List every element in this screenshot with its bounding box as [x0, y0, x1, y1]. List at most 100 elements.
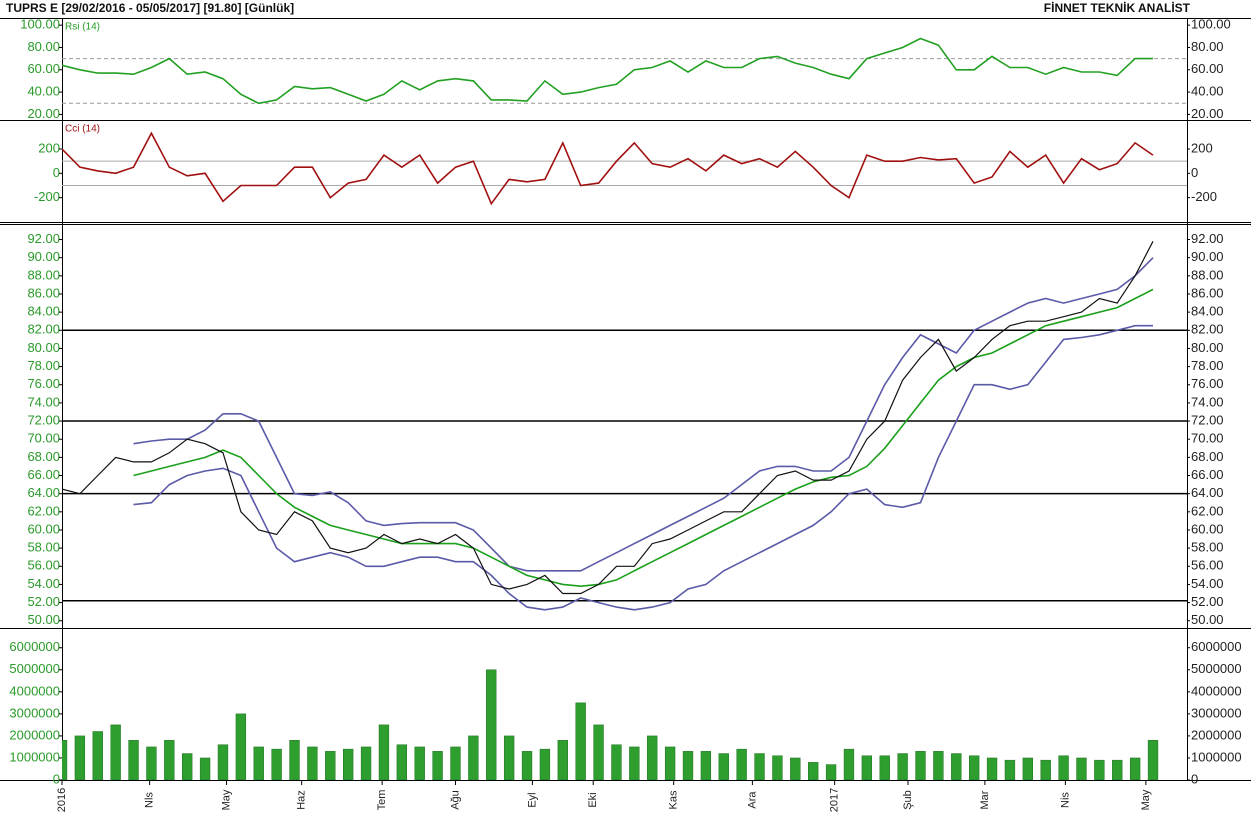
- bar: [754, 753, 765, 780]
- y-tick-label: 100.00: [1191, 17, 1231, 32]
- bar: [557, 740, 568, 780]
- bar: [378, 724, 390, 780]
- y-tick-label: 200: [38, 140, 60, 155]
- y-tick-label: 86.00: [27, 285, 60, 300]
- bar: [539, 748, 551, 780]
- panel-label: Cci (14): [65, 124, 100, 135]
- bar: [325, 751, 336, 780]
- series-line: [62, 37, 1153, 105]
- bar: [62, 740, 68, 780]
- bar: [432, 751, 443, 780]
- bar: [736, 748, 747, 780]
- y-tick-label: 50.00: [27, 612, 60, 627]
- bar: [790, 757, 801, 780]
- bar: [1004, 759, 1016, 780]
- bar: [700, 751, 712, 780]
- y-tick-label: 6000000: [9, 639, 60, 654]
- bar: [1076, 757, 1087, 780]
- y-tick-label: 70.00: [27, 431, 60, 446]
- panel: [62, 37, 1187, 105]
- bar: [915, 751, 926, 780]
- y-tick-label: 0: [53, 771, 60, 786]
- y-tick-label: 6000000: [1191, 639, 1242, 654]
- bar: [199, 757, 211, 780]
- bar: [647, 735, 658, 780]
- y-tick-label: -200: [34, 189, 60, 204]
- bar: [92, 731, 103, 780]
- bar: [843, 748, 855, 780]
- y-tick-label: 82.00: [1191, 322, 1224, 337]
- panel: [62, 669, 1159, 780]
- bar: [1112, 759, 1123, 780]
- bar: [235, 713, 247, 780]
- x-tick-label: Ağu: [449, 790, 461, 810]
- y-tick-label: 100.00: [20, 17, 60, 32]
- bar: [521, 751, 533, 780]
- y-tick-label: 72.00: [1191, 412, 1224, 427]
- y-tick-label: 54.00: [27, 576, 60, 591]
- y-tick-label: 56.00: [1191, 558, 1224, 573]
- y-tick-label: 200: [1191, 140, 1213, 155]
- y-tick-label: 64.00: [27, 485, 60, 500]
- y-tick-label: 0: [1191, 165, 1198, 180]
- bar: [360, 746, 372, 780]
- bar: [593, 724, 604, 780]
- bar: [146, 746, 157, 780]
- y-tick-label: 52.00: [1191, 594, 1224, 609]
- y-tick-label: 60.00: [1191, 521, 1224, 536]
- x-tick-label: Eyl: [526, 792, 538, 807]
- series-line: [62, 131, 1154, 206]
- y-tick-label: 5000000: [1191, 661, 1242, 676]
- y-tick-label: 84.00: [27, 304, 60, 319]
- bar: [164, 740, 175, 780]
- bar: [289, 740, 300, 780]
- series-line: [133, 288, 1154, 588]
- x-tick-label: Nis: [1059, 792, 1071, 808]
- y-tick-label: 80.00: [1191, 39, 1224, 54]
- y-tick-label: 92.00: [27, 231, 60, 246]
- bar: [718, 753, 729, 780]
- brand: FİNNET TEKNİK ANALİST: [1044, 0, 1191, 15]
- y-tick-label: 4000000: [9, 683, 60, 698]
- x-tick-label: Ara: [746, 791, 758, 809]
- bar: [486, 669, 497, 780]
- bar: [128, 740, 139, 780]
- y-tick-label: 2000000: [9, 727, 60, 742]
- bar: [664, 746, 676, 780]
- y-tick-label: 2000000: [1191, 727, 1242, 742]
- bar: [772, 755, 783, 780]
- x-tick-label: Haz: [296, 790, 308, 810]
- bar: [682, 751, 694, 780]
- x-tick-label: Kas: [668, 790, 680, 809]
- bar: [1147, 740, 1159, 780]
- bar: [253, 746, 264, 780]
- y-tick-label: 58.00: [1191, 540, 1224, 555]
- y-tick-label: 90.00: [1191, 249, 1224, 264]
- bar: [1094, 759, 1105, 780]
- y-tick-label: 40.00: [27, 84, 60, 99]
- panel-label: Rsi (14): [65, 22, 100, 33]
- y-tick-label: 1000000: [1191, 749, 1242, 764]
- bar: [396, 744, 407, 780]
- y-tick-label: 60.00: [27, 61, 60, 76]
- bar: [74, 735, 86, 780]
- y-tick-label: 64.00: [1191, 485, 1224, 500]
- y-tick-label: 56.00: [27, 558, 60, 573]
- y-tick-label: 0: [1191, 771, 1198, 786]
- panel: [62, 241, 1187, 611]
- y-tick-label: 50.00: [1191, 612, 1224, 627]
- bar: [414, 746, 425, 780]
- y-tick-label: 60.00: [1191, 61, 1224, 76]
- y-tick-label: 0: [53, 165, 60, 180]
- y-tick-label: 72.00: [27, 412, 60, 427]
- y-tick-label: 40.00: [1191, 84, 1224, 99]
- y-tick-label: 4000000: [1191, 683, 1242, 698]
- bar: [825, 764, 837, 780]
- bar: [861, 755, 873, 780]
- frame: [0, 18, 1251, 781]
- bar: [343, 748, 354, 780]
- bar: [1129, 757, 1141, 780]
- bar: [897, 753, 908, 780]
